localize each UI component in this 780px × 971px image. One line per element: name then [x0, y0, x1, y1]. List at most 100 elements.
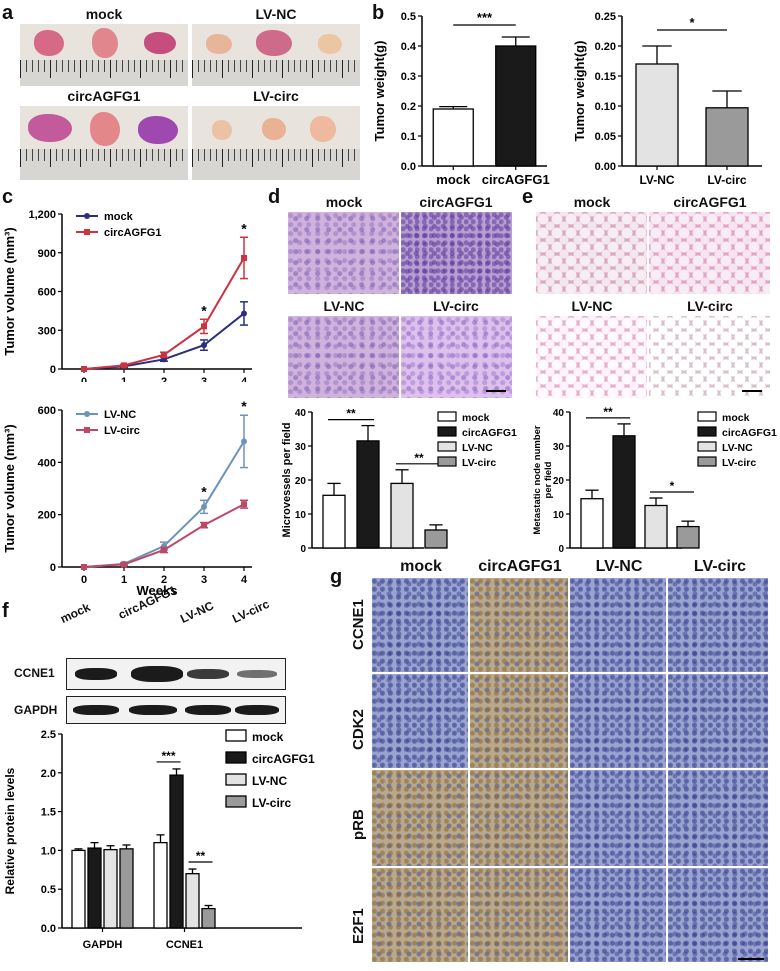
lung-image-lv-circ — [649, 316, 770, 398]
panel-label-b: b — [372, 2, 385, 24]
bar-gapdh-circagfg1 — [87, 847, 102, 929]
legend-label-lv-circ: LV-circ — [722, 457, 756, 469]
y-axis-label: Tumor weight(g) — [572, 41, 587, 142]
y-tick-label: 0.20 — [595, 41, 616, 53]
panel-label-d: d — [268, 186, 281, 208]
legend-swatch-lv-circ — [437, 456, 457, 467]
legend-swatch-mock — [225, 729, 247, 742]
x-tick-label: 1 — [121, 376, 127, 382]
x-tick-label: LV-circ — [707, 173, 746, 187]
blot-strip-ccne1 — [66, 658, 286, 690]
panel-label-f: f — [2, 600, 9, 622]
bar-lv-nc — [635, 63, 679, 167]
legend-label-lv-nc: LV-NC — [722, 442, 753, 454]
legend-swatch-circagfg1 — [437, 426, 457, 437]
x-tick-label: mock — [436, 172, 471, 187]
y-tick-label: 0.00 — [595, 161, 616, 173]
tumor-photo-mock — [20, 24, 188, 86]
x-axis-label: Weeks — [137, 583, 178, 598]
y-tick-label: 20 — [295, 476, 307, 487]
blot-band — [129, 705, 177, 715]
tumor-photo-circagfg1 — [20, 106, 188, 180]
bar-mock — [580, 498, 604, 549]
chart-tumor-volume-lv: 0 200 400 600 Tumor volume (mm³) 0 1 2 3 4 Weeks LV… — [2, 398, 252, 598]
significance-label: * — [689, 15, 695, 30]
blot-lane-lv-nc: LV-NC — [178, 598, 216, 626]
y-tick-label: 2.5 — [41, 729, 56, 741]
significance-label: * — [241, 220, 247, 236]
y-axis-label: Tumor volume (mm³) — [2, 424, 17, 552]
histo-d-caption-lv-nc: LV-NC — [323, 298, 365, 314]
tumor-image — [34, 30, 64, 56]
scale-bar — [742, 390, 762, 392]
y-tick-label: 600 — [38, 405, 56, 417]
y-axis-label: Tumor weight(g) — [372, 41, 387, 142]
ihc-image-e2f1-circagfg1 — [470, 868, 568, 962]
blot-lane-mock: mock — [58, 600, 93, 626]
y-axis-label: Microvessels per field — [281, 423, 293, 538]
x-tick-label: 0 — [81, 574, 87, 586]
y-tick-label: 30 — [295, 442, 307, 453]
y-tick-label: 0.3 — [401, 71, 416, 83]
x-tick-label: 2 — [161, 574, 167, 586]
tumor-photo-lv-nc — [192, 24, 360, 86]
ihc-image-ccne1-lv-circ — [668, 578, 768, 672]
ihc-row-prb: pRB — [350, 809, 367, 840]
y-tick-label: 0.5 — [401, 11, 416, 23]
y-tick-label: 20 — [553, 476, 565, 487]
significance-label: *** — [477, 10, 493, 25]
ruler-image — [20, 59, 188, 86]
histology-image-mock — [288, 212, 399, 294]
ruler-image — [192, 148, 360, 180]
tumor-image — [212, 120, 232, 140]
bar-gapdh-lv-nc — [103, 848, 118, 929]
lung-image-mock — [536, 212, 647, 294]
histology-image-lv-nc — [288, 316, 399, 398]
histo-e-caption-lv-nc: LV-NC — [571, 298, 613, 314]
histo-d-caption-circagfg1: circAGFG1 — [419, 194, 493, 210]
significance-label: * — [241, 398, 247, 414]
x-tick-label: CCNE1 — [166, 939, 203, 951]
data-point-lv-circ — [241, 501, 247, 508]
bar-lv-nc — [644, 504, 668, 549]
y-tick-label: 600 — [38, 287, 56, 299]
blot-row-gapdh: GAPDH — [14, 703, 58, 717]
ihc-col-mock: mock — [400, 558, 442, 575]
data-point-lv-nc — [201, 503, 207, 510]
legend-swatch-mock — [437, 411, 457, 422]
blot-band — [237, 670, 277, 678]
panel-label-c: c — [2, 186, 14, 208]
scale-bar — [486, 390, 506, 392]
y-tick-label: 10 — [295, 510, 307, 521]
ihc-image-prb-circagfg1 — [470, 770, 568, 866]
lung-image-lv-nc — [536, 316, 647, 398]
data-point-lv-circ — [201, 522, 207, 529]
ihc-col-lv-nc: LV-NC — [595, 558, 643, 575]
legend-marker — [84, 411, 90, 417]
y-tick-label: 1.0 — [41, 845, 56, 857]
y-tick-label: 0 — [558, 544, 564, 555]
legend-swatch-circagfg1 — [697, 426, 717, 437]
y-tick-label: 0 — [50, 562, 56, 574]
x-tick-label: 2 — [161, 376, 167, 382]
tumor-image — [28, 114, 72, 142]
ihc-image-prb-lv-nc — [570, 770, 666, 866]
tumor-image — [138, 116, 178, 144]
y-tick-label: 0.1 — [401, 131, 416, 143]
significance-label: ** — [346, 407, 356, 421]
y-tick-label: 200 — [38, 510, 56, 522]
significance-label: * — [201, 302, 207, 318]
ihc-image-e2f1-mock — [372, 868, 468, 962]
y-tick-label: 0.25 — [595, 11, 616, 23]
y-axis-label: Metastatic node number — [532, 425, 543, 535]
x-tick-label: 3 — [201, 574, 207, 586]
y-tick-label: 40 — [553, 408, 565, 419]
tumor-image — [310, 116, 336, 142]
data-point-lv-circ — [81, 564, 87, 570]
x-tick-label: circAGFG1 — [482, 172, 550, 187]
ihc-col-lv-circ: LV-circ — [693, 558, 747, 575]
x-tick-label: 4 — [241, 376, 248, 382]
data-point-lv-circ — [161, 546, 167, 553]
chart-tumor-weight-lv: 0.00 0.05 0.10 0.15 0.20 0.25 Tumor weight(g) L… — [572, 11, 762, 187]
